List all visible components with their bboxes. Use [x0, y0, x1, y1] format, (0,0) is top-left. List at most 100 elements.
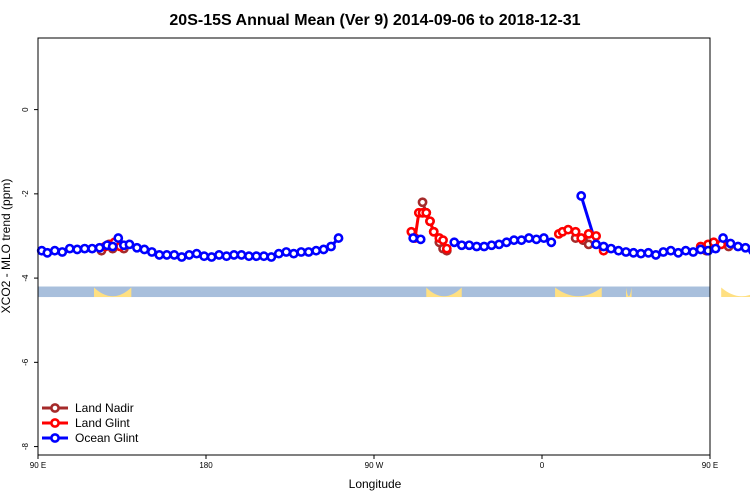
chart-title: 20S-15S Annual Mean (Ver 9) 2014-09-06 t…: [169, 12, 580, 29]
ocean-glint-point: [132, 242, 142, 253]
ocean-glint-point: [613, 245, 624, 256]
ocean-glint-point: [415, 234, 426, 245]
ocean-glint-point: [42, 247, 53, 258]
x-axis-label: Longitude: [349, 477, 402, 491]
ocean-glint-point: [169, 250, 180, 260]
x-tick-label: 180: [199, 461, 213, 470]
land-glint-point: [425, 216, 435, 227]
y-tick-label: -6: [21, 358, 30, 366]
ocean-glint-point: [333, 233, 344, 243]
ocean-glint-point: [303, 247, 314, 257]
ocean-glint-point: [214, 250, 224, 260]
land-glint-point: [438, 235, 448, 246]
ocean-glint-point: [154, 250, 165, 260]
ocean-glint-point: [176, 252, 187, 262]
y-axis-label: XCO2 - MLO trend (ppm): [0, 179, 13, 314]
land-nadir-point: [417, 197, 428, 208]
ocean-glint-point: [486, 240, 497, 251]
ocean-glint-point: [288, 248, 299, 259]
ocean-glint-point: [688, 247, 699, 257]
ocean-glint-point: [408, 233, 419, 243]
ocean-glint-point: [650, 250, 661, 260]
ocean-glint-point: [695, 244, 706, 255]
land-glint-point: [421, 207, 432, 218]
ocean-glint-point: [643, 247, 654, 258]
ocean-glint-point: [139, 244, 150, 255]
ocean-glint-point: [494, 239, 504, 250]
x-axis: 90 E 180 90 W 0 90 E: [30, 455, 718, 470]
land-patch: [721, 287, 750, 298]
ocean-glint-point: [281, 247, 292, 257]
ocean-glint-point: [273, 248, 284, 259]
ocean-glint-point: [598, 241, 609, 252]
ocean-glint-point: [206, 252, 217, 262]
ocean-glint-point: [501, 237, 512, 248]
ocean-glint-point: [221, 251, 232, 262]
ocean-glint-point: [107, 241, 118, 252]
ocean-glint-point: [113, 233, 124, 243]
land-nadir-legend-marker: [50, 403, 60, 413]
ocean-glint-point: [456, 240, 467, 251]
land-patch: [94, 287, 132, 298]
land-glint-point: [591, 231, 602, 241]
ocean-glint-point: [636, 248, 646, 259]
ocean-glint-point: [94, 242, 105, 253]
ocean-glint-point: [464, 240, 475, 251]
ocean-glint-point: [509, 235, 519, 246]
ocean-glint-point: [710, 243, 721, 254]
x-tick-label: 0: [540, 461, 545, 470]
y-tick-label: -2: [21, 190, 30, 198]
series-layer: [36, 191, 750, 262]
ocean-glint-point: [57, 247, 68, 257]
y-tick-label: -4: [21, 274, 30, 282]
ocean-glint-point: [680, 245, 691, 256]
ocean-glint-point: [591, 239, 602, 250]
ocean-glint-point: [725, 238, 736, 249]
x-tick-label: 90 W: [365, 461, 384, 470]
ocean-glint-point: [703, 245, 714, 256]
ocean-glint-point: [665, 245, 676, 256]
ocean-glint-point: [318, 244, 329, 255]
ocean-glint-point: [124, 239, 135, 250]
land-patch: [426, 287, 462, 298]
ocean-glint-point: [524, 233, 534, 243]
ocean-glint-point: [531, 234, 542, 245]
land-nadir-point: [583, 239, 594, 250]
land-patch: [626, 287, 632, 298]
ocean-glint-point: [296, 247, 307, 257]
ocean-glint-point: [146, 247, 157, 257]
ocean-glint-point: [718, 233, 728, 243]
land-mask-band: [38, 286, 750, 298]
ocean-glint-point: [658, 247, 669, 257]
ocean-glint-point: [258, 251, 269, 262]
ocean-glint-point: [479, 241, 490, 252]
ocean-glint-point: [449, 237, 460, 248]
land-glint-point: [583, 228, 594, 239]
ocean-glint-point: [79, 243, 90, 254]
ocean-glint-point: [184, 250, 195, 260]
land-glint-point: [428, 226, 439, 237]
ocean-glint-legend-label: Ocean Glint: [75, 431, 139, 445]
ocean-glint-point: [621, 247, 631, 257]
ocean-glint-point: [606, 243, 616, 254]
x-tick-label: 90 E: [30, 461, 46, 470]
y-axis: 0 -2 -4 -6 -8: [21, 107, 38, 450]
ocean-glint-point: [191, 248, 202, 259]
x-tick-label: 90 E: [702, 461, 718, 470]
ocean-band: [38, 286, 710, 298]
land-glint-point: [563, 224, 574, 235]
ocean-glint-point: [161, 250, 172, 260]
ocean-glint-point: [733, 241, 743, 252]
ocean-glint-point: [87, 243, 98, 254]
ocean-glint-point: [229, 250, 239, 260]
ocean-glint-point: [516, 235, 527, 246]
ocean-glint-point: [49, 245, 60, 256]
ocean-glint-legend-marker: [50, 433, 60, 443]
ocean-glint-point: [64, 243, 75, 254]
ocean-glint-point: [538, 233, 549, 243]
ocean-glint-point: [326, 241, 336, 252]
ocean-glint-point: [546, 237, 557, 248]
land-glint-legend-label: Land Glint: [75, 416, 130, 430]
land-glint-legend-marker: [50, 418, 60, 428]
